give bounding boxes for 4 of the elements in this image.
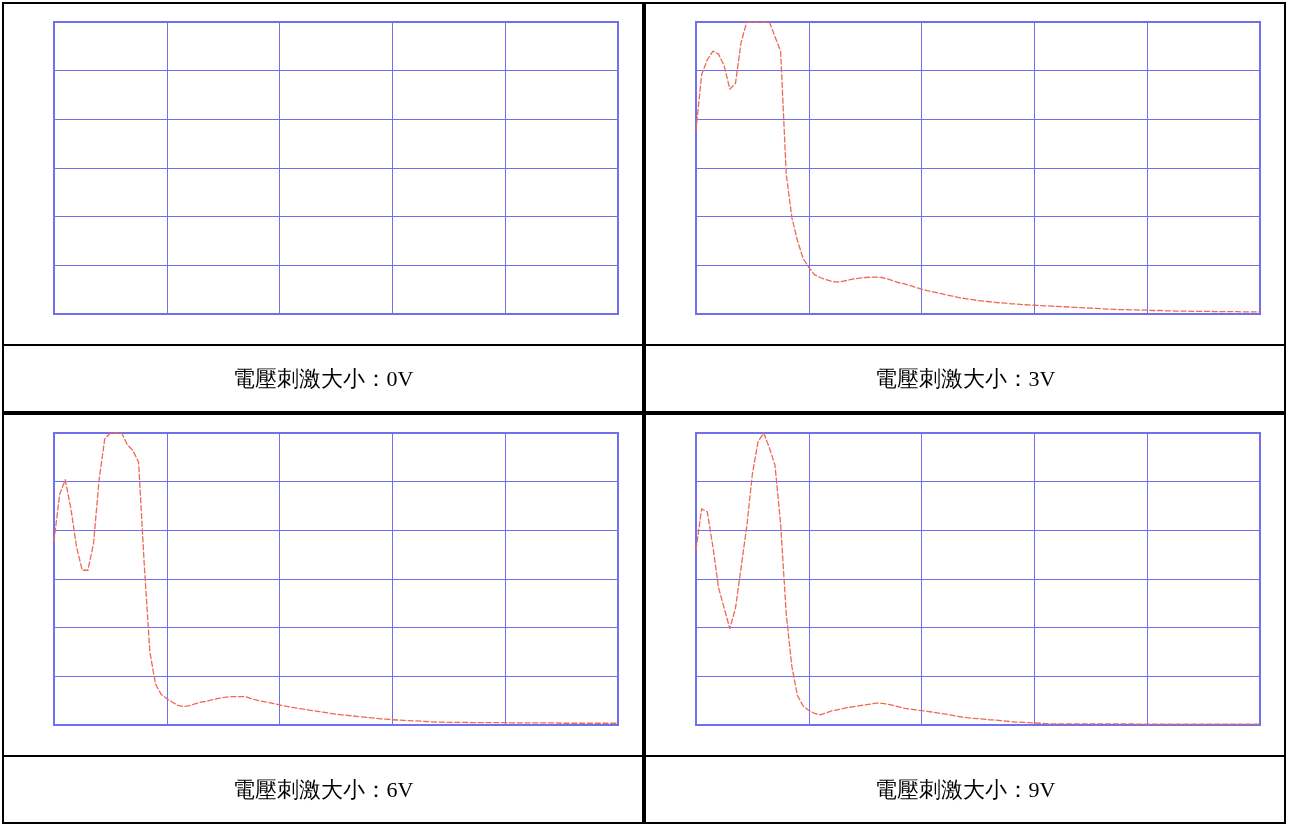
text: 電壓刺激大小：6V [232, 775, 414, 804]
text: 電壓刺激大小：9V [874, 775, 1056, 804]
text: 電壓刺激大小：0V [232, 364, 414, 393]
text: 電壓刺激大小：3V [874, 364, 1056, 393]
